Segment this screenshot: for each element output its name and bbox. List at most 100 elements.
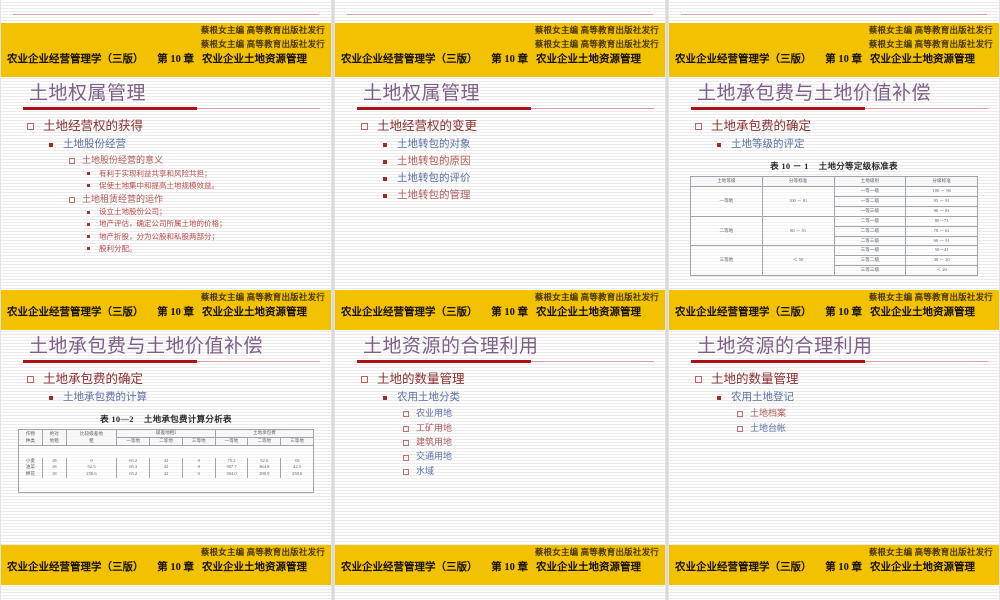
- bullet-item[interactable]: 土地股份经营: [49, 136, 323, 153]
- slide-header: 农业企业经营管理学（三版） 第 10 章农业企业土地资源管理: [335, 304, 665, 330]
- bullet-list-level-2: 土地股份经营土地股份经营的意义有利于实现利益共享和风险共担； 促使土地集中和提高土…: [49, 136, 323, 255]
- table-row: 棉花 18 258.6 65.2 42 0 304.0 280.9 258.6: [18, 471, 314, 479]
- table-subheader-cell: 一等地: [214, 437, 249, 446]
- partial-slide-bottom-2: 蔡根女主编 高等教育出版社发行: [334, 0, 666, 37]
- bullet-item[interactable]: 土地经营权的变更: [361, 117, 657, 136]
- level-cell: 三等三级: [833, 265, 907, 277]
- table-subheader-cell: 三等地: [181, 437, 216, 446]
- bullet-item[interactable]: 工矿用地: [403, 421, 657, 435]
- comparative-rent-cell: 52.5: [65, 464, 118, 472]
- publisher-bar: 蔡根女主编 高等教育出版社发行: [335, 23, 665, 37]
- contract-fee-cell: 18: [280, 457, 314, 465]
- slide-4[interactable]: 蔡根女主编 高等教育出版社发行 农业企业经营管理学（三版） 第 10 章农业企业土地…: [0, 290, 332, 545]
- bullet-item[interactable]: 土地台帐: [737, 421, 991, 435]
- chapter-title: 农业企业土地资源管理: [536, 54, 642, 65]
- bullet-text: 土地转包的评价: [397, 173, 471, 185]
- grade-standard-cell: 100 － 81: [761, 186, 835, 217]
- bullet-item[interactable]: 土地经营权的获得: [27, 117, 323, 136]
- slide-body: 土地资源的合理利用 土地的数量管理 农用土地分类 农业用地 工矿用地 建筑用地 交通用地 水域: [335, 330, 665, 478]
- slide-end-rule: [681, 14, 987, 15]
- level-standard-cell: 80－71: [905, 215, 978, 227]
- bullet-item[interactable]: 地产折股，分为公股和私股两部分；: [87, 231, 323, 243]
- slide-body: 土地权属管理 土地经营权的获得 土地股份经营 土地股份经营的意义 有利于实现利益共享和风…: [1, 77, 331, 255]
- bullet-item[interactable]: 土地承包费的确定: [695, 117, 991, 136]
- bullet-list-level-2: 农用土地登记 土地档案 土地台帐: [717, 389, 991, 435]
- publisher-bar: 蔡根女主编 高等教育出版社发行: [669, 37, 999, 51]
- comparative-rent-cell: 0: [65, 457, 118, 465]
- title-underline: [357, 106, 657, 112]
- slide-2[interactable]: 蔡根女主编 高等教育出版社发行 农业企业经营管理学（三版） 第 10 章农业企业土地…: [334, 37, 666, 290]
- contract-fee-cell: 304.0: [214, 471, 249, 479]
- publisher-text: 蔡根女主编 高等教育出版社发行: [868, 546, 993, 557]
- bullet-text: 水域: [416, 465, 435, 476]
- slide-5[interactable]: 蔡根女主编 高等教育出版社发行农业企业经营管理学（三版） 第 10 章农业企业土地…: [334, 290, 666, 545]
- table-header-row: 土地等级 分等标准 土地级别 分级标准: [690, 176, 978, 188]
- level-standard-cell: 100 － 96: [905, 186, 978, 197]
- bullet-item[interactable]: 股利分配。: [87, 243, 323, 255]
- bullet-item[interactable]: 土地档案: [737, 406, 991, 420]
- bullet-item[interactable]: 农用土地登记: [717, 389, 991, 406]
- bullet-list-level-1: 土地承包费的确定土地承包费的计算: [27, 370, 323, 406]
- bullet-item[interactable]: 地产评估，确定公司所属土地的价格；: [87, 218, 323, 230]
- table-header-cell: 分等标准: [761, 176, 835, 188]
- publisher-bar: 蔡根女主编 高等教育出版社发行: [335, 290, 665, 304]
- publisher-text: 蔡根女主编 高等教育出版社发行: [534, 24, 659, 35]
- bullet-item[interactable]: 交通用地: [403, 449, 657, 463]
- bullet-text: 土地承包费的确定: [43, 371, 144, 386]
- chapter-title: 农业企业土地资源管理: [202, 307, 308, 318]
- table-header-cell: 土地级别: [833, 176, 907, 188]
- publisher-text: 蔡根女主编 高等教育出版社发行: [200, 38, 325, 49]
- bullet-item[interactable]: 土地承包费的计算: [49, 389, 323, 406]
- level-cell: 一等一级: [833, 186, 907, 197]
- bullet-item[interactable]: 土地的数量管理: [361, 370, 657, 389]
- bullet-list-level-4: 有利于实现利益共享和风险共担； 促使土地集中和提高土地规模效益。: [87, 168, 323, 192]
- diff-rent-cell: 0: [181, 471, 216, 479]
- chapter-label: 第 10 章: [491, 54, 529, 65]
- chapter-label: 第 10 章: [825, 307, 863, 318]
- table-group-header-b: 土地承包费: [214, 429, 315, 439]
- absolute-rent-cell: 18: [41, 457, 67, 465]
- bullet-item[interactable]: 建筑用地: [403, 435, 657, 449]
- bullet-item[interactable]: 土地转包的对象: [383, 136, 657, 153]
- slide-1[interactable]: 蔡根女主编 高等教育出版社发行农业企业经营管理学（三版） 第 10 章农业企业土地…: [0, 37, 332, 290]
- bullet-item[interactable]: 有利于实现利益共享和风险共担；: [87, 168, 323, 180]
- level-cell: 一等三级: [833, 205, 907, 217]
- bullet-item[interactable]: 农用土地分类: [383, 389, 657, 406]
- bullet-item[interactable]: 土地的数量管理: [695, 370, 991, 389]
- bullet-text: 土地经营权的获得: [43, 118, 144, 133]
- chapter-heading: 第 10 章农业企业土地资源管理: [821, 561, 993, 583]
- bullet-item[interactable]: 土地转包的原因: [383, 153, 657, 170]
- chapter-title: 农业企业土地资源管理: [870, 562, 976, 573]
- bullet-list-level-2: 土地转包的对象 土地转包的原因土地转包的评价 土地转包的管理: [383, 136, 657, 204]
- slide-6[interactable]: 蔡根女主编 高等教育出版社发行 农业企业经营管理学（三版） 第 10 章农业企业土地…: [668, 290, 1000, 545]
- bullet-item[interactable]: 水域: [403, 464, 657, 478]
- chapter-heading: 第 10 章农业企业土地资源管理: [487, 306, 659, 328]
- publisher-bar: 蔡根女主编 高等教育出版社发行: [669, 545, 999, 559]
- table-header-cell: 比较级差地租: [65, 429, 118, 446]
- slide-3[interactable]: 蔡根女主编 高等教育出版社发行 农业企业经营管理学（三版） 第 10 章农业企业土地…: [668, 37, 1000, 290]
- bullet-item[interactable]: 土地租赁经营的运作: [69, 192, 323, 206]
- bullet-text: 股利分配。: [99, 243, 137, 253]
- bullet-text: 土地转包的管理: [397, 190, 471, 202]
- bullet-item[interactable]: 农业用地: [403, 406, 657, 420]
- bullet-item[interactable]: 土地转包的评价: [383, 170, 657, 187]
- chapter-title: 农业企业土地资源管理: [202, 562, 308, 573]
- bullet-item[interactable]: 土地承包费的确定: [27, 370, 323, 389]
- publisher-text: 蔡根女主编 高等教育出版社发行: [868, 24, 993, 35]
- slide-header: 农业企业经营管理学（三版） 第 10 章农业企业土地资源管理: [1, 51, 331, 77]
- bullet-text: 土地股份经营的意义: [82, 155, 164, 166]
- bullet-item[interactable]: 土地转包的管理: [383, 187, 657, 204]
- table-header-cell: 土地等级: [690, 176, 763, 188]
- publisher-text: 蔡根女主编 高等教育出版社发行: [534, 291, 659, 302]
- bullet-item[interactable]: 土地等级的评定: [717, 136, 991, 153]
- bullet-text: 地产折股，分为公股和私股两部分；: [99, 231, 219, 241]
- table-header-cell: 绝对 地租: [41, 429, 67, 446]
- bullet-list-level-1: 土地承包费的确定 土地等级的评定: [695, 117, 991, 153]
- bullet-item[interactable]: 设立土地股份公司；: [87, 206, 323, 218]
- diff-rent-cell: 65.2: [116, 471, 151, 479]
- bullet-item[interactable]: 土地股份经营的意义: [69, 153, 323, 167]
- chapter-title: 农业企业土地资源管理: [536, 307, 642, 318]
- bullet-item[interactable]: 促使土地集中和提高土地规模效益。: [87, 180, 323, 192]
- slide-header: 农业企业经营管理学（三版） 第 10 章农业企业土地资源管理: [669, 304, 999, 330]
- table-number: 表 10 － 1: [770, 161, 809, 172]
